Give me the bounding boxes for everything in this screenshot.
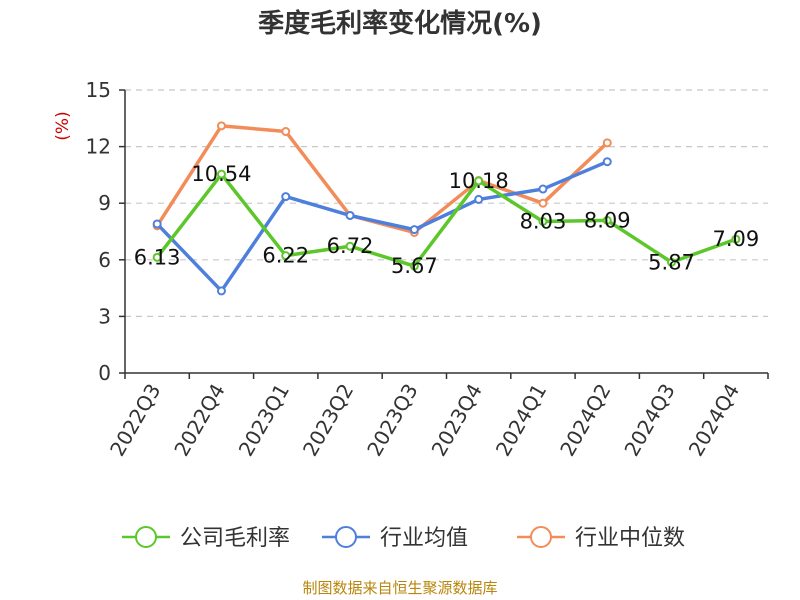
data-label: 8.09 [584,208,631,232]
data-point [602,215,612,225]
data-label: 6.13 [134,245,181,269]
data-label: 5.67 [391,254,438,278]
y-tick-label: 9 [98,191,111,215]
legend-marker [135,526,157,548]
x-tick-label: 2023Q1 [234,380,294,461]
data-point [152,219,162,229]
y-tick-label: 12 [86,135,111,159]
legend-label: 公司毛利率 [180,526,290,551]
grid-lines [125,89,768,317]
x-tick-label: 2024Q1 [491,380,551,461]
x-tick-label: 2023Q3 [362,380,422,461]
data-point [409,225,419,235]
x-tick-label: 2024Q4 [684,380,744,461]
legend-marker [530,526,552,548]
x-tick-label: 2022Q3 [105,380,165,461]
series-lines [152,121,741,296]
x-tick-label: 2023Q2 [298,380,358,461]
series-line-0 [155,172,738,268]
data-point [281,192,291,202]
data-point [152,252,162,262]
data-point [216,286,226,296]
legend-label: 行业均值 [380,526,468,551]
data-point [345,241,355,251]
y-tick-label: 0 [98,361,111,385]
data-point [602,138,612,148]
x-tick-label: 2023Q4 [427,380,487,461]
series-line-1 [155,159,609,293]
data-point [216,121,226,131]
data-point [474,194,484,204]
x-tick-label: 2022Q4 [169,380,229,461]
data-point [409,261,419,271]
data-label: 8.03 [520,210,567,234]
y-tick-label: 3 [98,304,111,328]
data-label: 7.09 [712,227,759,251]
data-point [281,127,291,137]
data-point [345,210,355,220]
legend-marker [335,526,357,548]
data-labels: 6.13 10.54 6.22 6.72 5.67 10.18 8.03 8.09 5.87 7.… [134,162,759,278]
legend-item-2[interactable]: 行业中位数 [517,526,685,551]
data-point [667,257,677,267]
y-tick-label: 6 [98,248,111,272]
data-point [538,184,548,194]
data-point [281,251,291,261]
y-tick-label: 15 [86,78,111,102]
x-tick-label: 2024Q2 [555,380,615,461]
data-label: 5.87 [648,250,695,274]
data-point [731,234,741,244]
source-note: 制图数据来自恒生聚源数据库 [302,579,497,597]
legend-item-0[interactable]: 公司毛利率 [122,526,290,551]
data-point [538,217,548,227]
chart-title: 季度毛利率变化情况(%) [258,8,542,39]
legend[interactable]: 公司毛利率 行业均值 行业中位数 [122,526,685,551]
data-point [474,176,484,186]
legend-item-1[interactable]: 行业均值 [322,526,468,551]
data-label: 6.72 [327,234,374,258]
x-tick-label: 2024Q3 [619,380,679,461]
data-label: 10.54 [191,162,251,186]
data-point [602,157,612,167]
data-point [538,198,548,208]
legend-label: 行业中位数 [575,526,685,551]
y-axis-unit: (%) [53,111,73,140]
data-point [216,169,226,179]
data-label: 10.18 [449,169,509,193]
data-label: 6.22 [262,244,309,268]
